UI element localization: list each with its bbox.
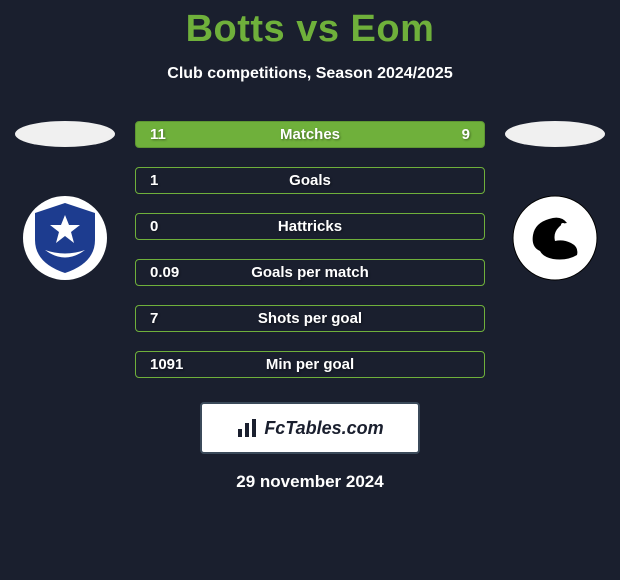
stat-left-value: 1091	[150, 356, 194, 373]
stat-left-value: 1	[150, 172, 194, 189]
team-right-column	[500, 121, 610, 281]
team-right-photo-placeholder	[505, 121, 605, 147]
stat-row-matches: 11 Matches 9	[135, 121, 485, 148]
stat-row-hattricks: 0 Hattricks	[135, 213, 485, 240]
stat-left-value: 7	[150, 310, 194, 327]
stat-label: Shots per goal	[194, 310, 426, 327]
stat-label: Min per goal	[194, 356, 426, 373]
page-title: Botts vs Eom	[0, 0, 620, 51]
team-left-photo-placeholder	[15, 121, 115, 147]
comparison-panel: 11 Matches 9 1 Goals 0 Hattricks 0.09 Go…	[0, 121, 620, 378]
stat-right-value: 9	[426, 126, 470, 143]
stat-row-shots-per-goal: 7 Shots per goal	[135, 305, 485, 332]
shield-icon	[15, 195, 115, 281]
brand-badge[interactable]: FcTables.com	[200, 402, 420, 454]
stat-left-value: 0.09	[150, 264, 194, 281]
stat-left-value: 11	[150, 126, 194, 143]
footer-date: 29 november 2024	[0, 472, 620, 492]
stat-left-value: 0	[150, 218, 194, 235]
stat-label: Matches	[194, 126, 426, 143]
stat-label: Goals per match	[194, 264, 426, 281]
team-left-column	[10, 121, 120, 281]
swan-icon	[505, 195, 605, 281]
subtitle: Club competitions, Season 2024/2025	[0, 65, 620, 83]
stat-row-goals-per-match: 0.09 Goals per match	[135, 259, 485, 286]
stat-label: Hattricks	[194, 218, 426, 235]
team-right-badge	[505, 195, 605, 281]
stat-row-min-per-goal: 1091 Min per goal	[135, 351, 485, 378]
bars-icon	[236, 417, 258, 439]
stats-list: 11 Matches 9 1 Goals 0 Hattricks 0.09 Go…	[135, 121, 485, 378]
brand-label: FcTables.com	[264, 418, 383, 439]
stat-label: Goals	[194, 172, 426, 189]
stat-row-goals: 1 Goals	[135, 167, 485, 194]
team-left-badge	[15, 195, 115, 281]
